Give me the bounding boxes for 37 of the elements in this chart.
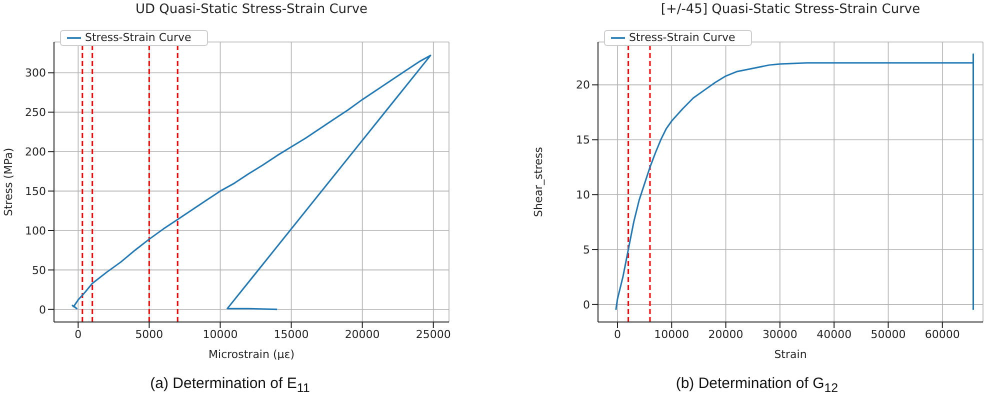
x-tick-label: 5000: [135, 328, 164, 341]
y-tick-label: 20: [576, 78, 590, 92]
x-tick-label: 20000: [344, 328, 380, 341]
text: (b) Determination of G$_{12}$: [674, 375, 840, 395]
x-tick-label: 0: [614, 328, 621, 341]
x-tick-label: 10000: [202, 328, 238, 341]
y-axis-title: Shear_stress: [532, 146, 545, 218]
y-tick-label: 10: [576, 188, 590, 202]
x-tick-label: 0: [74, 328, 82, 341]
y-tick-label: 300: [25, 66, 46, 80]
x-tick-label: 40000: [816, 328, 852, 341]
line-series: [615, 53, 974, 311]
y-tick-label: 250: [25, 106, 46, 120]
x-tick-label: 30000: [762, 328, 798, 341]
x-tick-label: 10000: [654, 328, 690, 341]
legend-label: Stress-Strain Curve: [85, 31, 192, 44]
chart-title: [+/-45] Quasi-Static Stress-Strain Curve: [660, 2, 922, 17]
legend-label: Stress-Strain Curve: [629, 31, 736, 44]
y-tick-label: 100: [25, 224, 46, 238]
y-tick-label: 0: [39, 303, 46, 316]
y-tick-label: 200: [25, 146, 46, 159]
x-tick-label: 50000: [870, 328, 906, 341]
y-tick-label: 5: [583, 243, 590, 256]
y-tick-label: 150: [25, 184, 46, 198]
x-tick-label: 25000: [416, 328, 451, 341]
x-tick-label: 15000: [274, 328, 309, 341]
y-tick-label: 50: [32, 264, 46, 277]
y-tick-label: 15: [576, 134, 590, 147]
text: (a) Determination of E$_{11}$: [149, 375, 311, 395]
x-axis-title: Strain: [774, 348, 807, 361]
chart-title: UD Quasi-Static Stress-Strain Curve: [134, 2, 369, 17]
line-series: [72, 54, 432, 310]
y-tick-label: 0: [583, 298, 590, 312]
y-axis-title: Stress (MPa): [2, 148, 15, 216]
x-tick-label: 20000: [708, 328, 744, 341]
x-axis-title: Microstrain (µε): [208, 348, 294, 361]
x-tick-label: 60000: [924, 328, 960, 341]
